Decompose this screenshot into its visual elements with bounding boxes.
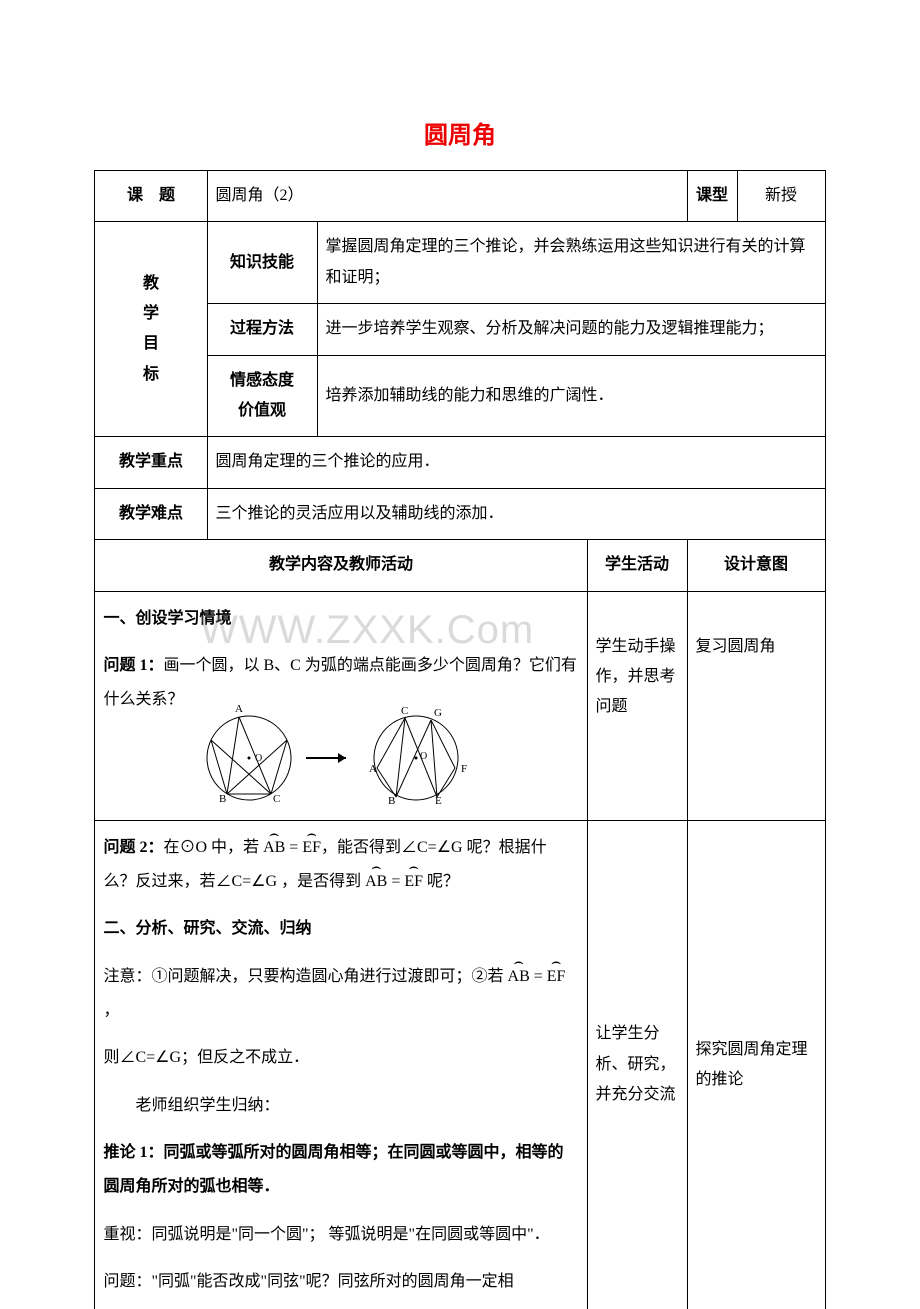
- q2-a: 在⊙O 中，若: [164, 839, 260, 856]
- inference-1: 推论 1：同弧或等弧所对的圆周角相等；在同圆或等圆中，相等的圆周角所对的弧也相等…: [103, 1136, 578, 1203]
- topic-label: 课 题: [95, 171, 207, 222]
- section2-activity-text: 让学生分析、研究，并充分交流: [596, 1025, 676, 1103]
- note-c: 则∠C=∠G；但反之不成立．: [103, 1041, 578, 1075]
- section1-heading: 一、创设学习情境: [103, 602, 578, 636]
- goal-knowledge-text: 掌握圆周角定理的三个推论，并会熟练运用这些知识进行有关的计算和证明；: [317, 222, 825, 304]
- content-header: 教学内容及教师活动: [95, 540, 587, 591]
- activity-header: 学生活动: [587, 540, 687, 591]
- table-row: 问题 2：在⊙O 中，若 AB = EF，能否得到∠C=∠G 呢？根据什么？反过…: [95, 821, 825, 1309]
- table-row: 一、创设学习情境 问题 1：画一个圆，以 B、C 为弧的端点能画多少个圆周角？它…: [95, 591, 825, 821]
- section2-note: 注意：①问题解决，只要构造圆心角进行过渡即可；②若 AB = EF，: [103, 960, 578, 1027]
- teacher-line: 老师组织学生归纳：: [103, 1089, 578, 1123]
- difficulty-label: 教学难点: [95, 488, 207, 539]
- goal-attitude-label: 情感态度价值观: [207, 355, 317, 437]
- section2-intent-text: 探究圆周角定理的推论: [696, 1041, 808, 1088]
- section1-activity-text: 学生动手操作，并思考问题: [596, 638, 676, 716]
- svg-text:G: G: [434, 707, 442, 719]
- goals-label: 教学目标: [95, 222, 207, 437]
- page-title: 圆周角: [0, 0, 920, 170]
- table-row: 课 题 圆周角（2） 课型 新授: [95, 171, 825, 222]
- note-lead: 注意：: [103, 968, 151, 985]
- circle-diagram: O A B C O C: [103, 700, 578, 810]
- svg-text:A: A: [235, 703, 243, 715]
- note-b: ，: [103, 1002, 119, 1019]
- section1-content: 一、创设学习情境 问题 1：画一个圆，以 B、C 为弧的端点能画多少个圆周角？它…: [95, 591, 587, 821]
- section2-intent: 探究圆周角定理的推论: [687, 821, 825, 1309]
- circle-diagram-svg: O A B C O C: [191, 700, 491, 810]
- table-row: 教学内容及教师活动 学生活动 设计意图: [95, 540, 825, 591]
- arc-ef: EF: [302, 831, 321, 865]
- arc-ab: AB: [263, 831, 285, 865]
- table-row: 教学难点 三个推论的灵活应用以及辅助线的添加．: [95, 488, 825, 539]
- section1-activity: 学生动手操作，并思考问题: [587, 591, 687, 821]
- svg-text:A: A: [369, 763, 377, 775]
- emphasis: 重视：同弧说明是"同一个圆"； 等弧说明是"在同圆或等圆中"．: [103, 1218, 578, 1252]
- svg-text:C: C: [273, 793, 280, 805]
- difficulty-text: 三个推论的灵活应用以及辅助线的添加．: [207, 488, 825, 539]
- arc-ab-2: AB: [365, 865, 387, 899]
- focus-text: 圆周角定理的三个推论的应用．: [207, 437, 825, 488]
- svg-text:C: C: [401, 705, 408, 717]
- q2-lead: 问题 2：: [103, 839, 163, 856]
- intent-header: 设计意图: [687, 540, 825, 591]
- arc-ef-3: EF: [547, 960, 566, 994]
- svg-text:B: B: [388, 795, 395, 807]
- arc-ab-3: AB: [508, 960, 530, 994]
- section2-activity: 让学生分析、研究，并充分交流: [587, 821, 687, 1309]
- section2-heading: 二、分析、研究、交流、归纳: [103, 912, 578, 946]
- infer1-text: 同弧或等弧所对的圆周角相等；在同圆或等圆中，相等的圆周角所对的弧也相等．: [103, 1144, 563, 1195]
- goal-knowledge-label: 知识技能: [207, 222, 317, 304]
- type-value: 新授: [737, 171, 825, 222]
- svg-text:B: B: [219, 793, 226, 805]
- svg-text:E: E: [435, 795, 442, 807]
- type-label: 课型: [687, 171, 737, 222]
- arc-ef-2: EF: [404, 865, 423, 899]
- topic-value: 圆周角（2）: [207, 171, 687, 222]
- section1-intent: 复习圆周角: [687, 591, 825, 821]
- table-row: 教学目标 知识技能 掌握圆周角定理的三个推论，并会熟练运用这些知识进行有关的计算…: [95, 222, 825, 304]
- table-row: 教学重点 圆周角定理的三个推论的应用．: [95, 437, 825, 488]
- focus-label: 教学重点: [95, 437, 207, 488]
- lesson-plan-table: 课 题 圆周角（2） 课型 新授 教学目标 知识技能 掌握圆周角定理的三个推论，…: [94, 170, 825, 1309]
- question-2: 问题 2：在⊙O 中，若 AB = EF，能否得到∠C=∠G 呢？根据什么？反过…: [103, 831, 578, 898]
- note-a: ①问题解决，只要构造圆心角进行过渡即可；②若: [152, 968, 504, 985]
- infer1-lead: 推论 1：: [103, 1144, 163, 1161]
- question-3: 问题："同弧"能否改成"同弦"呢？同弦所对的圆周角一定相: [103, 1265, 578, 1299]
- section1-intent-text: 复习圆周角: [696, 638, 776, 655]
- goal-process-label: 过程方法: [207, 304, 317, 355]
- q2-c: 呢？: [427, 873, 459, 890]
- section2-content: 问题 2：在⊙O 中，若 AB = EF，能否得到∠C=∠G 呢？根据什么？反过…: [95, 821, 587, 1309]
- goal-process-text: 进一步培养学生观察、分析及解决问题的能力及逻辑推理能力；: [317, 304, 825, 355]
- q1-lead: 问题 1：: [103, 657, 163, 674]
- svg-text:F: F: [461, 763, 467, 775]
- goal-attitude-text: 培养添加辅助线的能力和思维的广阔性．: [317, 355, 825, 437]
